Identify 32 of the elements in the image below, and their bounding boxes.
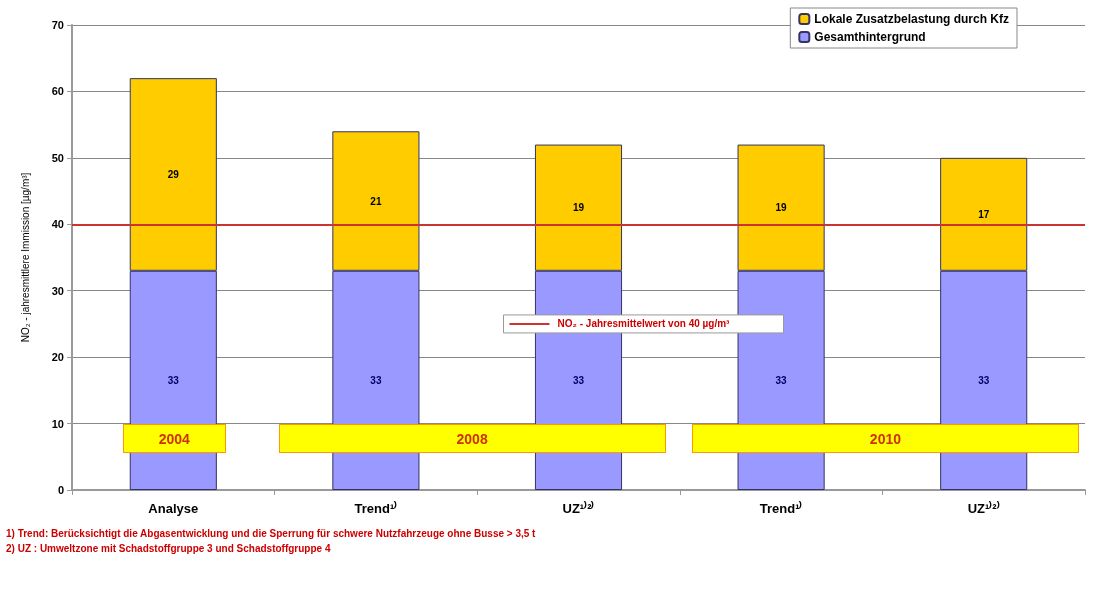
y-tick-label: 0 (57, 484, 64, 496)
year-label-box: 2008 (278, 423, 666, 454)
x-tick-label: Analyse (148, 501, 199, 516)
data-label: 21 (370, 195, 382, 207)
y-tick-label: 60 (51, 85, 64, 98)
text: 1) Trend: Berücksichtigt die Abgasentwicklung und die Sperrung für schwere Nutzfahrzeuge ohne Busse > 3,5 t (6, 527, 537, 539)
x-tick-label: Trend¹⁾ (759, 500, 803, 516)
y-tick-label: 30 (51, 284, 64, 297)
year-label-box: 2010 (691, 423, 1079, 454)
x-tick-label: UZ¹⁾²⁾ (967, 500, 1000, 516)
legend-label: Lokale Zusatzbelastung durch Kfz (814, 12, 1010, 26)
x-tick-label: UZ¹⁾²⁾ (562, 500, 595, 516)
data-label: 33 (167, 374, 180, 386)
data-label: 33 (572, 374, 585, 386)
y-tick-label: 20 (51, 351, 64, 364)
y-tick-label: 10 (51, 417, 64, 430)
y-tick-label: 50 (51, 151, 64, 164)
data-label: 29 (167, 168, 180, 180)
data-label: 33 (775, 374, 788, 386)
data-label: 33 (978, 374, 990, 386)
y-tick-label: 40 (51, 218, 64, 231)
data-label: 19 (572, 202, 585, 214)
data-label: 17 (978, 208, 990, 220)
x-tick-label: Trend¹⁾ (354, 500, 398, 516)
text: 2) UZ : Umweltzone mit Schadstoffgruppe 3 und Schadstoffgruppe 4 (6, 542, 331, 554)
legend-label: Gesamthintergrund (814, 30, 926, 44)
y-axis-title: NO₂ - jahresmittlere Immission [µg/m³] (19, 172, 31, 343)
data-label: 33 (370, 374, 382, 386)
data-label: 19 (775, 202, 788, 214)
y-tick-label: 70 (51, 19, 64, 31)
year-label-box: 2004 (122, 423, 226, 454)
legend-label: NO₂ - Jahresmittelwert von 40 µg/m³ (557, 318, 731, 330)
